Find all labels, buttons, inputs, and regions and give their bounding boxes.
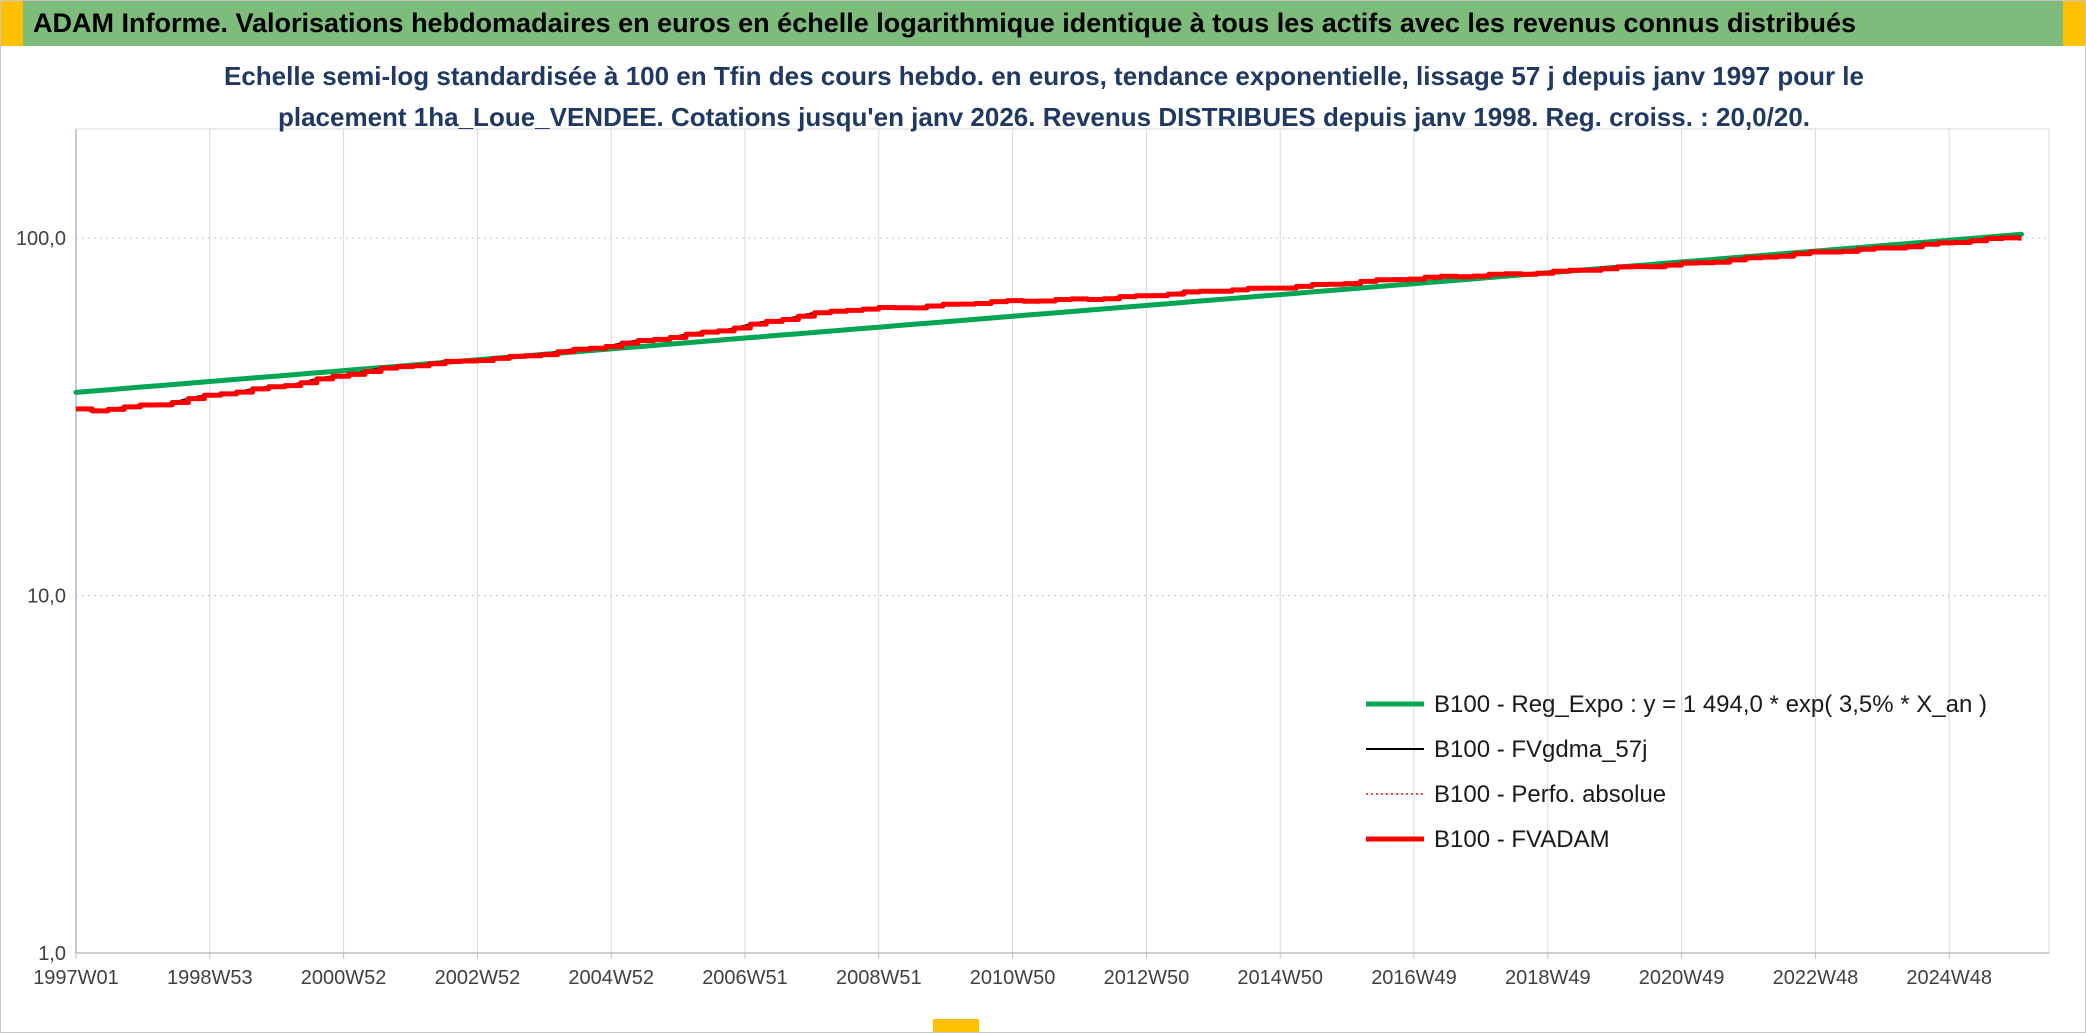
legend-item-fvadam: B100 - FVADAM	[1366, 826, 1610, 853]
x-tick-label: 2010W50	[970, 967, 1056, 989]
y-tick-label: 10,0	[27, 586, 66, 608]
header-green-bar: ADAM Informe. Valorisations hebdomadaire…	[23, 1, 2063, 46]
x-tick-label: 2024W48	[1906, 967, 1992, 989]
x-axis-labels: 1997W01 1998W53 2000W52 2002W52 2004W52 2006W…	[33, 967, 1992, 989]
y-tick-label: 100,0	[16, 228, 66, 250]
legend-label-fvgdma_57j: B100 - FVgdma_57j	[1434, 736, 1647, 763]
header-accent-right-square	[2063, 1, 2085, 46]
y-tick-label: 1,0	[38, 943, 66, 965]
x-tick-label: 2022W48	[1773, 967, 1859, 989]
y-axis-labels: 100,0 10,0 1,0	[16, 228, 66, 965]
legend-label-fvadam: B100 - FVADAM	[1434, 826, 1610, 853]
legend-item-fvgdma_57j: B100 - FVgdma_57j	[1366, 736, 1647, 763]
x-tick-label: 1997W01	[33, 967, 119, 989]
x-tick-label: 2012W50	[1104, 967, 1190, 989]
legend-label-reg_expo: B100 - Reg_Expo : y = 1 494,0 * exp( 3,5…	[1434, 691, 1987, 718]
x-tick-label: 2004W52	[568, 967, 654, 989]
x-tick-label: 1998W53	[167, 967, 253, 989]
legend-label-perfo_absolue: B100 - Perfo. absolue	[1434, 781, 1666, 808]
x-tick-label: 2006W51	[702, 967, 788, 989]
axes	[75, 129, 2049, 959]
x-tick-label: 2018W49	[1505, 967, 1591, 989]
x-tick-label: 2000W52	[301, 967, 387, 989]
bottom-accent-square	[933, 1019, 979, 1032]
x-tick-label: 2008W51	[836, 967, 922, 989]
header-bar: ADAM Informe. Valorisations hebdomadaire…	[1, 1, 2085, 46]
x-tick-label: 2014W50	[1237, 967, 1323, 989]
x-tick-label: 2016W49	[1371, 967, 1457, 989]
chart-area: 100,0 10,0 1,0 1997W01 1998W53 2000W52 2002W52…	[1, 46, 2085, 1021]
header-title: ADAM Informe. Valorisations hebdomadaire…	[33, 8, 1857, 38]
series-fvadam	[76, 235, 2022, 414]
legend-item-perfo_absolue: B100 - Perfo. absolue	[1366, 781, 1666, 808]
x-tick-label: 2002W52	[435, 967, 521, 989]
x-tick-label: 2020W49	[1639, 967, 1725, 989]
gridlines	[75, 128, 2050, 954]
legend: B100 - Reg_Expo : y = 1 494,0 * exp( 3,5…	[1366, 691, 1987, 853]
legend-item-reg_expo: B100 - Reg_Expo : y = 1 494,0 * exp( 3,5…	[1366, 691, 1987, 718]
header-accent-left-square	[1, 1, 23, 46]
